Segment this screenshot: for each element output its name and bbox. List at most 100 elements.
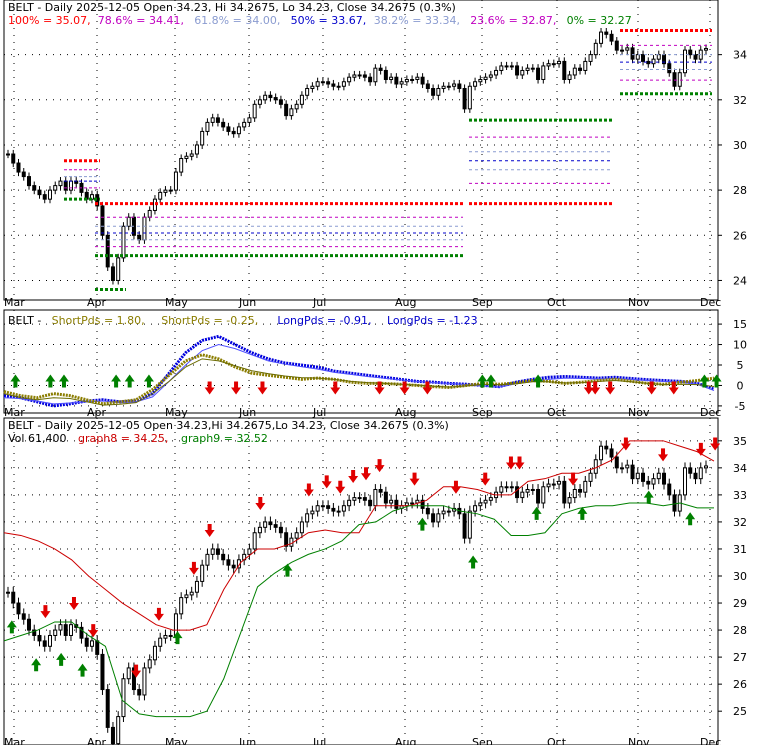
sell-arrow-icon [505,456,516,470]
y-tick-label: 28 [733,184,747,197]
price-bar [273,97,278,101]
price-bar [420,499,425,509]
legend-text: BELT - Daily 2025-12-05 Open 34.23, Hi 3… [8,1,456,14]
y-tick-label: 32 [733,516,747,529]
sell-arrow-icon [40,605,51,619]
price-bar [226,126,231,132]
buy-arrow-icon [58,374,69,388]
sell-arrow-icon [231,381,242,395]
x-tick-label: May [165,736,188,745]
legend-text: ShortPds = -0.25, [161,314,258,327]
price-bar [431,513,436,523]
price-bar [58,180,63,187]
price-bar [100,205,105,236]
price-bar [252,103,257,119]
sell-arrow-icon [131,664,142,678]
price-bar [242,121,247,128]
price-bar [520,69,525,76]
x-tick-label: Oct [547,736,567,745]
price-bar [604,31,609,35]
price-bar [467,510,472,539]
price-bar [662,472,667,485]
price-bar [89,640,94,647]
y-tick-label: 26 [733,678,747,691]
price-bar [320,81,325,84]
price-bar [131,667,136,691]
price-bar [263,521,268,528]
sell-arrow-icon [399,381,410,395]
legend-text: ShortPds = 1.80, [52,314,145,327]
price-bar [509,486,514,489]
price-bar [32,629,37,636]
price-bar [126,216,131,227]
price-bar [483,499,488,504]
price-bar [641,472,646,482]
price-bar [184,155,189,160]
price-bar [352,74,357,78]
sell-arrow-icon [710,437,721,451]
price-bar [557,60,562,65]
y-tick-label: 27 [733,651,747,664]
legend-text: BELT - Daily 2025-12-05 Open 34.23,Hi 34… [8,419,449,432]
price-bar [168,634,173,637]
price-bar [362,497,367,501]
price-bar [425,507,430,515]
buy-arrow-icon [10,374,21,388]
price-bar [368,499,373,507]
price-bar [667,483,672,496]
x-tick-label: Sep [472,406,493,419]
price-bar [299,521,304,534]
price-bar [530,67,535,70]
price-bar [630,464,635,480]
price-bar [205,121,210,132]
price-bar [404,78,409,83]
price-bar [284,103,289,117]
price-bar [593,42,598,56]
x-tick-label: May [165,296,188,309]
sell-arrow-icon [330,381,341,395]
price-bar [583,480,588,493]
price-bar [572,488,577,499]
x-tick-label: Jul [312,296,326,309]
price-bar [609,33,614,42]
price-bar [221,553,226,561]
x-tick-label: Nov [628,296,650,309]
price-bar [620,467,625,470]
buy-arrow-icon [468,555,479,569]
oscillator-panel: -5 0 5 10 15 BELT - ShortPds = 1.80, ShortPds =… [3,309,747,419]
price-bar [357,74,362,77]
price-bar [462,513,467,539]
y-tick-label: 33 [733,489,747,502]
x-tick-label: Sep [472,296,493,309]
sell-arrow-icon [335,480,346,494]
price-bar [683,49,688,74]
x-tick-label: Oct [547,296,567,309]
price-bar [620,49,625,52]
price-bar [557,480,562,485]
price-bar [68,180,73,191]
legend-text: 50% = 33.67, [291,14,367,27]
price-bar [158,191,163,200]
price-bar [210,548,215,555]
x-tick-label: Dec [700,736,721,745]
price-bar [231,130,236,135]
price-bar [415,76,420,80]
x-tick-label: Dec [700,296,721,309]
price-bar [546,63,551,67]
sell-arrow-icon [68,597,79,611]
price-bar [593,459,598,474]
price-bar [368,76,373,83]
buy-arrow-icon [685,512,696,526]
sell-arrow-icon [695,442,706,456]
price-bar [163,634,168,639]
price-bar [326,505,331,509]
price-bar [473,505,478,512]
price-bar [315,505,320,512]
fib-levels-march [64,159,126,291]
price-bar [21,613,26,620]
price-bar [672,72,677,87]
price-bar [121,678,126,718]
x-tick-label: Sep [472,736,493,745]
price-bar [121,225,126,259]
buy-arrow-icon [531,506,542,520]
